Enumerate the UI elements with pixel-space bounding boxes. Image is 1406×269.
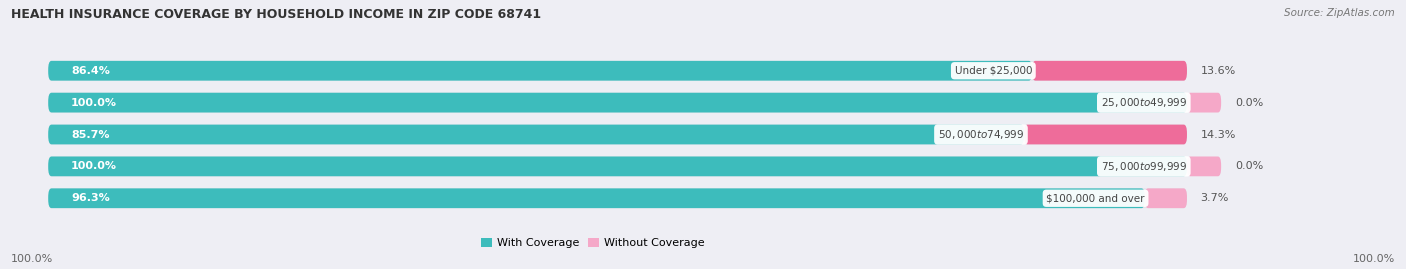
Text: 3.7%: 3.7% <box>1201 193 1229 203</box>
FancyBboxPatch shape <box>1144 188 1187 208</box>
Text: 100.0%: 100.0% <box>70 161 117 171</box>
FancyBboxPatch shape <box>1187 93 1222 112</box>
Text: Source: ZipAtlas.com: Source: ZipAtlas.com <box>1284 8 1395 18</box>
Text: 14.3%: 14.3% <box>1201 129 1236 140</box>
Text: 0.0%: 0.0% <box>1234 98 1263 108</box>
FancyBboxPatch shape <box>48 93 1187 112</box>
Text: $25,000 to $49,999: $25,000 to $49,999 <box>1101 96 1187 109</box>
Text: $100,000 and over: $100,000 and over <box>1046 193 1144 203</box>
Text: 100.0%: 100.0% <box>70 98 117 108</box>
Text: 86.4%: 86.4% <box>70 66 110 76</box>
Text: 100.0%: 100.0% <box>11 254 53 264</box>
FancyBboxPatch shape <box>48 188 1187 208</box>
Text: Under $25,000: Under $25,000 <box>955 66 1032 76</box>
Text: $75,000 to $99,999: $75,000 to $99,999 <box>1101 160 1187 173</box>
Text: 0.0%: 0.0% <box>1234 161 1263 171</box>
Text: 13.6%: 13.6% <box>1201 66 1236 76</box>
Legend: With Coverage, Without Coverage: With Coverage, Without Coverage <box>477 234 709 253</box>
FancyBboxPatch shape <box>48 125 1187 144</box>
FancyBboxPatch shape <box>48 61 1032 81</box>
FancyBboxPatch shape <box>1032 61 1187 81</box>
FancyBboxPatch shape <box>1024 125 1187 144</box>
Text: 96.3%: 96.3% <box>70 193 110 203</box>
Text: 85.7%: 85.7% <box>70 129 110 140</box>
FancyBboxPatch shape <box>48 61 1187 81</box>
Text: $50,000 to $74,999: $50,000 to $74,999 <box>938 128 1024 141</box>
FancyBboxPatch shape <box>48 93 1187 112</box>
FancyBboxPatch shape <box>48 188 1144 208</box>
FancyBboxPatch shape <box>48 125 1024 144</box>
FancyBboxPatch shape <box>48 157 1187 176</box>
Text: 100.0%: 100.0% <box>1353 254 1395 264</box>
FancyBboxPatch shape <box>48 157 1187 176</box>
FancyBboxPatch shape <box>1187 157 1222 176</box>
Text: HEALTH INSURANCE COVERAGE BY HOUSEHOLD INCOME IN ZIP CODE 68741: HEALTH INSURANCE COVERAGE BY HOUSEHOLD I… <box>11 8 541 21</box>
